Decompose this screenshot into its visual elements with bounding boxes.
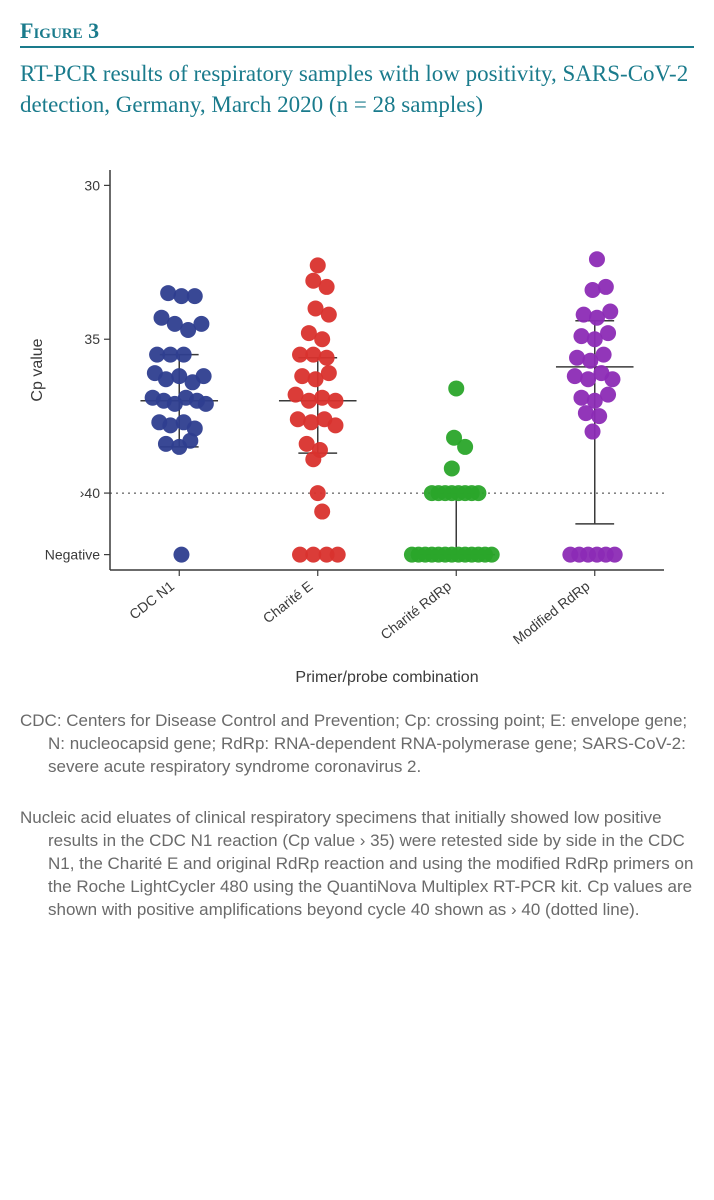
abbreviations-text: CDC: Centers for Disease Control and Pre…	[20, 710, 694, 779]
svg-text:›40: ›40	[80, 485, 100, 501]
chart-container: 30 35 ›40 Negative Cp value CDC N1 Charité E Ch…	[20, 160, 694, 690]
svg-text:Charité E: Charité E	[260, 578, 316, 627]
svg-text:Primer/probe combination: Primer/probe combination	[295, 669, 478, 686]
svg-text:CDC N1: CDC N1	[126, 578, 177, 623]
svg-text:30: 30	[84, 177, 100, 193]
svg-text:Charité RdRp: Charité RdRp	[377, 578, 454, 643]
svg-text:35: 35	[84, 331, 100, 347]
strip-chart: 30 35 ›40 Negative Cp value CDC N1 Charité E Ch…	[20, 160, 694, 690]
figure-title: RT-PCR results of respiratory samples wi…	[20, 58, 694, 120]
figure-label: Figure 3	[20, 18, 694, 48]
caption-text: Nucleic acid eluates of clinical respira…	[20, 807, 694, 922]
svg-text:Cp value: Cp value	[29, 338, 46, 401]
svg-text:Negative: Negative	[45, 547, 100, 563]
svg-text:Modified RdRp: Modified RdRp	[510, 578, 593, 648]
